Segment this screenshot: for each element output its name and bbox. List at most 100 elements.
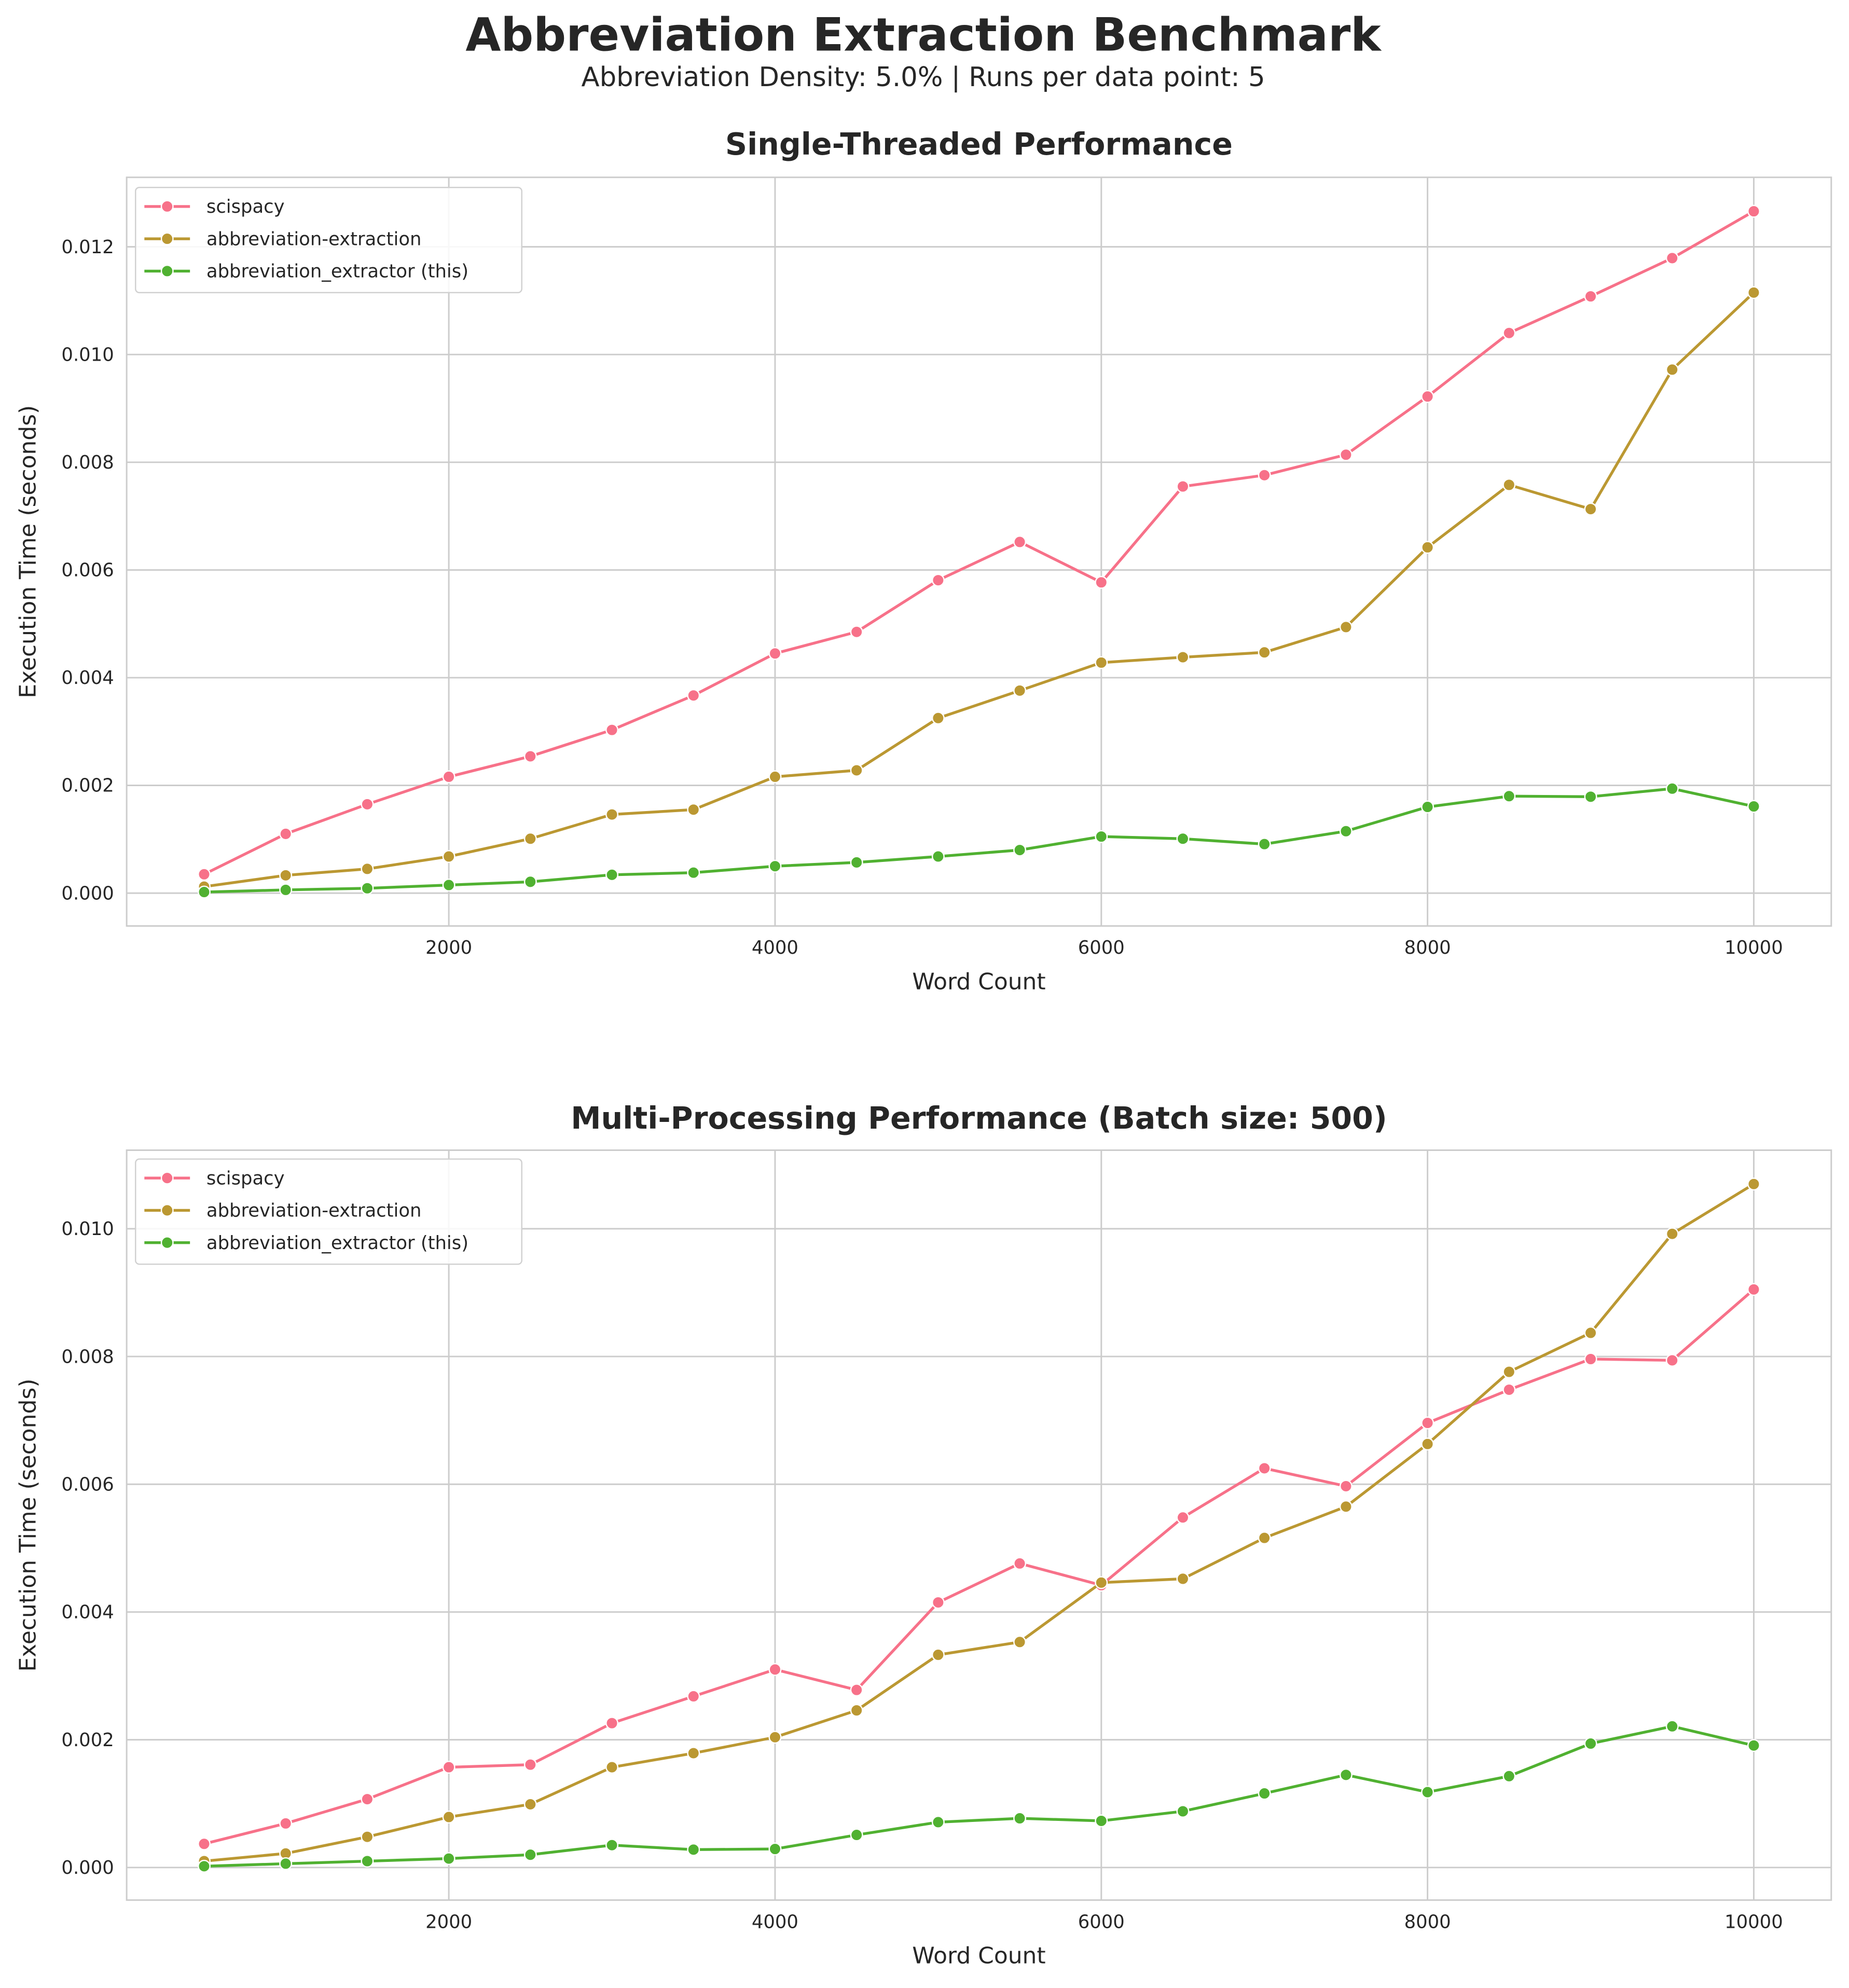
legend-entry: abbreviation-extraction xyxy=(144,1200,421,1222)
legend: scispacy abbreviation-extraction abbreviat… xyxy=(134,187,522,294)
y-tick-label: 0.008 xyxy=(61,452,114,473)
data-point xyxy=(1258,1462,1271,1475)
data-point xyxy=(1502,326,1516,340)
data-point xyxy=(1502,1770,1516,1783)
legend-label: abbreviation-extraction xyxy=(206,228,421,250)
legend-marker xyxy=(160,1171,174,1185)
data-point xyxy=(361,1855,374,1868)
data-point xyxy=(1013,684,1027,697)
data-point xyxy=(361,882,374,895)
data-point xyxy=(198,1837,211,1850)
data-point xyxy=(442,770,456,784)
y-tick-label: 0.004 xyxy=(61,667,114,689)
legend-marker xyxy=(160,232,174,245)
x-axis-label: Word Count xyxy=(912,1943,1045,1969)
data-point xyxy=(1584,1737,1597,1750)
data-point xyxy=(279,1817,293,1830)
data-point xyxy=(931,850,945,863)
series-line xyxy=(204,787,1755,894)
data-point xyxy=(1584,1326,1597,1339)
data-point xyxy=(605,868,618,882)
data-point xyxy=(1095,575,1108,589)
series-line xyxy=(203,210,1755,876)
data-point xyxy=(1665,363,1679,376)
plot-frame xyxy=(126,176,1832,927)
data-point xyxy=(1584,502,1597,516)
chart-title: Single-Threaded Performance xyxy=(725,127,1233,162)
y-tick-label: 0.010 xyxy=(61,1218,114,1240)
data-point xyxy=(768,1731,782,1744)
data-point xyxy=(605,1761,618,1774)
data-point xyxy=(1258,1531,1271,1545)
data-point xyxy=(1013,1557,1027,1570)
data-point xyxy=(198,868,211,881)
legend-marker xyxy=(160,200,174,213)
data-point xyxy=(1421,390,1434,403)
data-point xyxy=(931,573,945,587)
y-tick-label: 0.002 xyxy=(61,1730,114,1751)
data-point xyxy=(1502,1383,1516,1396)
x-tick-label: 4000 xyxy=(752,1911,798,1932)
data-point xyxy=(1747,1283,1760,1296)
plot-area xyxy=(127,177,1831,926)
data-point xyxy=(442,1811,456,1824)
series-line xyxy=(204,1725,1755,1868)
data-point xyxy=(198,1859,211,1873)
data-point xyxy=(198,885,211,899)
legend-entry: scispacy xyxy=(144,196,285,217)
legend-entry: abbreviation-extraction xyxy=(144,228,421,250)
series-abbreviation-extractor-this- xyxy=(198,782,1760,899)
data-point xyxy=(1665,1720,1679,1733)
data-point xyxy=(361,1830,374,1844)
data-point xyxy=(1095,656,1108,669)
legend-entry: abbreviation_extractor (this) xyxy=(144,1232,468,1254)
data-point xyxy=(1013,1812,1027,1825)
plot-area xyxy=(127,1150,1831,1900)
y-tick-label: 0.000 xyxy=(61,1857,114,1879)
data-point xyxy=(931,1596,945,1609)
x-tick-label: 2000 xyxy=(425,1911,472,1932)
data-point xyxy=(1665,1227,1679,1241)
chart-1: 0.000 0.002 0.004 0.006 0.008 0.010 0.012 2000 4… xyxy=(15,127,1832,995)
data-point xyxy=(768,1663,782,1676)
data-point xyxy=(768,1842,782,1856)
data-point xyxy=(1095,1814,1108,1828)
data-point xyxy=(1095,830,1108,843)
y-tick-label: 0.010 xyxy=(61,344,114,365)
data-point xyxy=(1339,620,1353,634)
y-tick-label: 0.008 xyxy=(61,1346,114,1367)
legend-label: abbreviation_extractor (this) xyxy=(206,261,468,282)
data-point xyxy=(523,1848,537,1861)
legend-label: abbreviation-extraction xyxy=(206,1200,421,1222)
series-scispacy xyxy=(198,1283,1760,1850)
data-point xyxy=(1176,1511,1190,1524)
legend-entry: abbreviation_extractor (this) xyxy=(144,261,468,282)
data-point xyxy=(1421,1437,1434,1451)
x-tick-label: 4000 xyxy=(752,937,798,958)
data-point xyxy=(279,869,293,882)
x-tick-label: 2000 xyxy=(425,937,472,958)
data-point xyxy=(1176,832,1190,845)
y-axis-label: Execution Time (seconds) xyxy=(15,405,41,698)
data-point xyxy=(1584,1352,1597,1366)
data-point xyxy=(523,832,537,845)
data-point xyxy=(442,850,456,863)
data-point xyxy=(850,625,863,639)
data-point xyxy=(850,764,863,777)
data-point xyxy=(1502,1365,1516,1379)
data-point xyxy=(1502,478,1516,491)
data-point xyxy=(1339,448,1353,461)
data-point xyxy=(605,1839,618,1852)
legend-label: scispacy xyxy=(206,196,285,217)
data-point xyxy=(850,1828,863,1842)
data-point xyxy=(1176,651,1190,664)
data-point xyxy=(1421,1786,1434,1799)
data-point xyxy=(605,808,618,821)
y-tick-label: 0.012 xyxy=(61,237,114,258)
data-point xyxy=(605,1717,618,1730)
data-point xyxy=(1339,1768,1353,1781)
data-point xyxy=(1747,1177,1760,1191)
data-point xyxy=(361,798,374,811)
data-point xyxy=(442,1852,456,1866)
data-point xyxy=(1339,1500,1353,1513)
